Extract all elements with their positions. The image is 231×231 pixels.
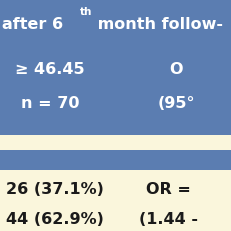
Text: th: th — [80, 6, 92, 17]
Text: O: O — [169, 62, 182, 77]
Text: (1.44 -: (1.44 - — [139, 211, 197, 226]
Text: (95°: (95° — [157, 95, 195, 110]
Text: 26 (37.1%): 26 (37.1%) — [6, 181, 103, 196]
Text: 44 (62.9%): 44 (62.9%) — [6, 211, 103, 226]
Text: ≥ 46.45: ≥ 46.45 — [15, 62, 84, 77]
Bar — [0, 0, 231, 135]
Bar — [0, 170, 231, 231]
Bar — [0, 135, 231, 150]
Text: month follow-: month follow- — [91, 17, 222, 32]
Text: OR =: OR = — [146, 181, 190, 196]
Bar — [0, 150, 231, 170]
Text: after 6: after 6 — [2, 17, 63, 32]
Text: n = 70: n = 70 — [21, 95, 79, 110]
